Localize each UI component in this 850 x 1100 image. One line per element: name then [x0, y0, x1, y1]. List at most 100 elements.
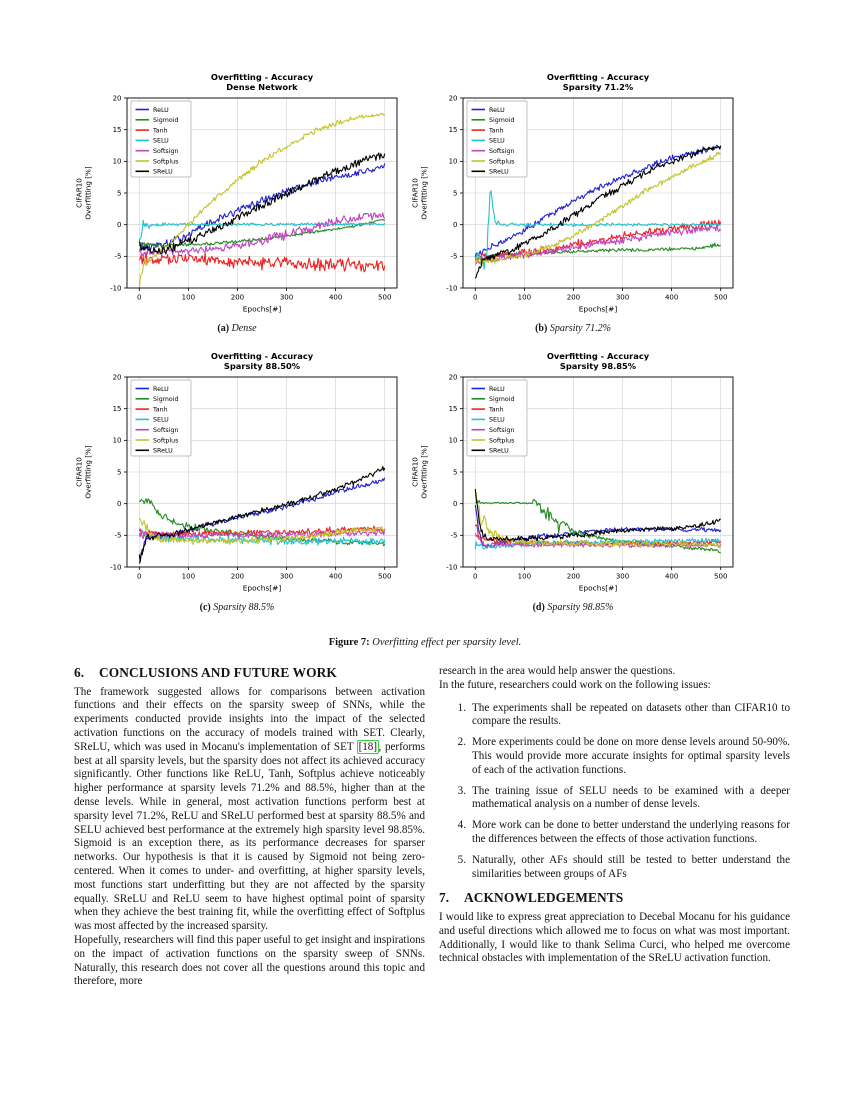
list-item-number: 4.: [457, 819, 466, 832]
svg-text:Epochs[#]: Epochs[#]: [579, 305, 618, 314]
svg-text:400: 400: [665, 573, 678, 581]
svg-text:-10: -10: [110, 284, 121, 292]
section-title: CONCLUSIONS AND FUTURE WORK: [99, 665, 337, 680]
section-heading-conclusions: 6. CONCLUSIONS AND FUTURE WORK: [74, 665, 425, 682]
svg-text:Sigmoid: Sigmoid: [153, 117, 178, 124]
svg-text:15: 15: [449, 126, 458, 134]
svg-text:200: 200: [567, 294, 580, 302]
svg-text:0: 0: [473, 573, 477, 581]
subcaption-label: (a): [217, 323, 230, 334]
section-title: ACKNOWLEDGEMENTS: [464, 890, 624, 906]
svg-text:200: 200: [567, 573, 580, 581]
svg-text:Overfitting - Accuracy: Overfitting - Accuracy: [211, 351, 314, 361]
svg-text:500: 500: [378, 294, 391, 302]
svg-text:5: 5: [117, 189, 121, 197]
svg-text:-5: -5: [451, 253, 458, 261]
svg-text:500: 500: [714, 294, 727, 302]
paragraph-text: , performs best at all sparsity levels, …: [74, 740, 425, 933]
svg-text:Overfitting [%]: Overfitting [%]: [420, 166, 429, 219]
svg-text:Softplus: Softplus: [153, 437, 178, 444]
list-item-text: Naturally, other AFs should still be tes…: [472, 853, 790, 880]
list-item: 3. The training issue of SELU needs to be…: [453, 785, 790, 813]
svg-text:20: 20: [449, 373, 458, 381]
svg-text:-10: -10: [446, 284, 457, 292]
svg-text:CIFAR10: CIFAR10: [411, 457, 420, 487]
svg-text:Epochs[#]: Epochs[#]: [243, 305, 282, 314]
svg-text:300: 300: [616, 294, 629, 302]
svg-text:15: 15: [449, 405, 458, 413]
chart-sparsity-88: 0 100 200 300 400 500 -10 -5 0 5 10 15 20 Overfitting…: [75, 351, 398, 593]
svg-text:-10: -10: [446, 563, 457, 571]
list-item: 2. More experiments could be done on more…: [453, 736, 790, 777]
svg-text:ReLU: ReLU: [489, 107, 505, 114]
citation-link-18[interactable]: [18]: [357, 739, 379, 754]
svg-text:10: 10: [449, 437, 458, 445]
svg-text:Tanh: Tanh: [152, 127, 168, 134]
paragraph-text: The framework suggested allows for compa…: [74, 685, 425, 753]
svg-text:5: 5: [453, 468, 457, 476]
svg-text:100: 100: [518, 573, 531, 581]
svg-text:SELU: SELU: [489, 417, 505, 424]
two-column-text: 6. CONCLUSIONS AND FUTURE WORK The framew…: [0, 665, 850, 989]
subcaption-label: (b): [535, 323, 548, 334]
svg-text:Sparsity 98.85%: Sparsity 98.85%: [560, 361, 637, 371]
svg-text:Softplus: Softplus: [489, 437, 514, 444]
svg-text:400: 400: [665, 294, 678, 302]
section-heading-acknowledgements: 7. ACKNOWLEDGEMENTS: [439, 890, 790, 907]
subcaption-text: Dense: [231, 323, 257, 334]
list-item-number: 5.: [457, 853, 466, 866]
subfigure-d: 0 100 200 300 400 500 -10 -5 0 5 10 15 20 Overfitting…: [408, 347, 738, 626]
svg-text:Softsign: Softsign: [153, 148, 178, 155]
figure-caption-label: Figure 7:: [328, 637, 370, 648]
svg-text:SELU: SELU: [153, 138, 169, 145]
svg-text:CIFAR10: CIFAR10: [75, 178, 84, 208]
svg-text:-10: -10: [110, 563, 121, 571]
svg-text:Dense Network: Dense Network: [226, 82, 298, 92]
svg-text:15: 15: [113, 126, 122, 134]
svg-text:Softsign: Softsign: [489, 148, 514, 155]
svg-text:0: 0: [453, 500, 457, 508]
svg-text:10: 10: [113, 437, 122, 445]
section-number: 6.: [74, 665, 85, 680]
svg-text:Tanh: Tanh: [152, 406, 168, 413]
chart-sparsity-71: 0 100 200 300 400 500 -10 -5 0 5 10 15 20 Overfitting…: [411, 72, 734, 314]
left-column: 6. CONCLUSIONS AND FUTURE WORK The framew…: [74, 665, 425, 989]
svg-text:200: 200: [231, 573, 244, 581]
svg-text:Overfitting [%]: Overfitting [%]: [84, 166, 93, 219]
svg-text:20: 20: [449, 94, 458, 102]
svg-text:0: 0: [473, 294, 477, 302]
svg-text:10: 10: [449, 158, 458, 166]
list-item: 5. Naturally, other AFs should still be t…: [453, 854, 790, 882]
svg-text:SELU: SELU: [153, 417, 169, 424]
subfigure-caption: (c) Sparsity 88.5%: [200, 602, 275, 613]
subfigure-caption: (b) Sparsity 71.2%: [535, 323, 611, 334]
svg-text:20: 20: [113, 94, 122, 102]
svg-text:-5: -5: [115, 532, 122, 540]
svg-text:100: 100: [182, 294, 195, 302]
svg-text:0: 0: [117, 221, 121, 229]
right-column: research in the area would help answer t…: [439, 665, 790, 989]
subfigure-c: 0 100 200 300 400 500 -10 -5 0 5 10 15 20 Overfitting…: [72, 347, 402, 626]
svg-text:100: 100: [182, 573, 195, 581]
subfigure-b: 0 100 200 300 400 500 -10 -5 0 5 10 15 20 Overfitting…: [408, 68, 738, 347]
subcaption-text: Sparsity 88.5%: [213, 602, 275, 613]
conclusions-paragraph-1: The framework suggested allows for compa…: [74, 686, 425, 934]
svg-text:5: 5: [453, 189, 457, 197]
list-item-text: The experiments shall be repeated on dat…: [472, 701, 790, 728]
subfigure-caption: (d) Sparsity 98.85%: [533, 602, 614, 613]
svg-text:SReLU: SReLU: [489, 169, 509, 176]
svg-text:Softplus: Softplus: [489, 158, 514, 165]
svg-text:Overfitting - Accuracy: Overfitting - Accuracy: [211, 72, 314, 82]
svg-text:-5: -5: [451, 532, 458, 540]
svg-text:15: 15: [113, 405, 122, 413]
svg-text:ReLU: ReLU: [153, 386, 169, 393]
svg-text:5: 5: [117, 468, 121, 476]
svg-text:Softsign: Softsign: [153, 427, 178, 434]
conclusions-paragraph-3: research in the area would help answer t…: [439, 665, 676, 677]
svg-text:Sigmoid: Sigmoid: [153, 396, 178, 403]
conclusions-paragraph-2: Hopefully, researchers will find this pa…: [74, 934, 425, 988]
svg-text:Sparsity 88.50%: Sparsity 88.50%: [224, 361, 301, 371]
future-work-list: 1. The experiments shall be repeated on d…: [439, 702, 790, 882]
svg-text:0: 0: [137, 573, 141, 581]
